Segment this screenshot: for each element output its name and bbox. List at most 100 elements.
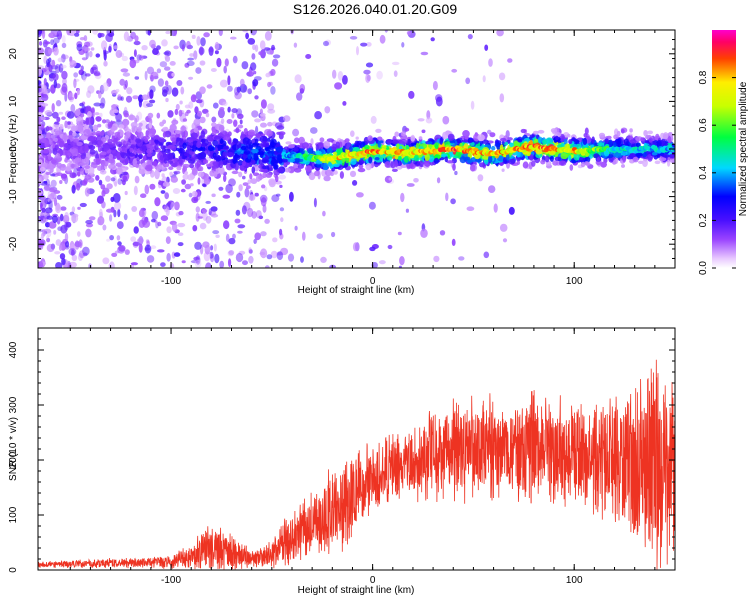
spectrogram-heatmap [38, 30, 675, 268]
heatmap-cell [580, 161, 586, 168]
heatmap-cell [271, 44, 275, 51]
heatmap-cell [608, 139, 613, 147]
heatmap-cell [227, 151, 234, 158]
heatmap-cell [620, 151, 628, 156]
heatmap-cell [189, 163, 195, 169]
heatmap-cell [358, 159, 365, 166]
heatmap-cell [335, 141, 340, 149]
heatmap-cell [446, 160, 455, 164]
heatmap-cell [227, 75, 231, 86]
heatmap-cell [225, 233, 230, 242]
heatmap-cell [150, 245, 157, 250]
heatmap-cell [213, 171, 218, 178]
heatmap-cell [444, 141, 451, 145]
heatmap-cell [439, 137, 443, 145]
heatmap-cell [308, 172, 316, 181]
heatmap-cell [294, 74, 302, 84]
heatmap-cell [99, 33, 105, 38]
heatmap-cell [170, 134, 177, 142]
heatmap-cell [114, 181, 118, 187]
heatmap-cell [213, 243, 217, 252]
heatmap-cell [254, 44, 259, 52]
heatmap-cell [51, 103, 55, 113]
heatmap-cell [100, 151, 107, 156]
heatmap-cell [647, 130, 653, 135]
heatmap-cell [220, 118, 225, 124]
heatmap-cell [82, 75, 87, 82]
x-tick-label: 100 [566, 276, 583, 287]
heatmap-cell [129, 147, 134, 153]
heatmap-cell [366, 42, 372, 47]
heatmap-cell [163, 51, 170, 55]
heatmap-cell [267, 103, 275, 111]
heatmap-cell [293, 137, 300, 144]
heatmap-cell [218, 161, 224, 169]
heatmap-cell [38, 80, 42, 85]
heatmap-cell [84, 145, 89, 153]
heatmap-cell [388, 177, 392, 181]
heatmap-cell [169, 171, 173, 177]
heatmap-cell [102, 224, 107, 231]
heatmap-cell [79, 162, 87, 166]
heatmap-cell [98, 208, 103, 217]
heatmap-cell [194, 162, 200, 169]
heatmap-cell [108, 153, 114, 160]
heatmap-cell [315, 150, 322, 155]
heatmap-cell [250, 62, 257, 71]
heatmap-cell [516, 160, 520, 165]
heatmap-cell [255, 210, 262, 219]
heatmap-cell [162, 162, 170, 168]
heatmap-cell [211, 165, 219, 169]
heatmap-cell [184, 171, 188, 175]
snr-panel: -100 0 100 0 100 200 300 400 Height of straight… [8, 327, 676, 596]
heatmap-cell [222, 194, 231, 199]
heatmap-cell [629, 128, 633, 133]
heatmap-cell [377, 140, 381, 148]
heatmap-cell [206, 84, 213, 89]
heatmap-cell [251, 53, 256, 60]
heatmap-cell [180, 86, 185, 95]
heatmap-cell [279, 207, 285, 212]
heatmap-cell [156, 68, 162, 74]
heatmap-cell [459, 156, 467, 164]
heatmap-cell [108, 163, 116, 170]
heatmap-cell [218, 30, 223, 37]
heatmap-cell [88, 166, 95, 175]
heatmap-cell [117, 178, 123, 185]
heatmap-cell [148, 122, 153, 129]
heatmap-cell [397, 231, 402, 236]
heatmap-cell [205, 112, 210, 118]
heatmap-cell [54, 251, 61, 255]
heatmap-cell [591, 136, 595, 144]
heatmap-cell [100, 97, 106, 107]
heatmap-cell [237, 230, 243, 234]
heatmap-cell [491, 145, 496, 151]
heatmap-cell [208, 46, 214, 56]
heatmap-cell [248, 247, 252, 254]
heatmap-cell [182, 166, 186, 175]
heatmap-cell [393, 70, 398, 77]
heatmap-cell [174, 108, 179, 116]
heatmap-cell [176, 165, 182, 171]
heatmap-cell [113, 193, 121, 203]
heatmap-cell [231, 108, 238, 114]
heatmap-cell [117, 208, 121, 218]
heatmap-cell [259, 251, 266, 256]
heatmap-cell [55, 203, 62, 214]
heatmap-cell [217, 108, 225, 119]
heatmap-cell [162, 131, 167, 138]
heatmap-cell [138, 209, 145, 218]
heatmap-cell [264, 31, 272, 41]
heatmap-cell [413, 155, 419, 162]
heatmap-cell [470, 141, 475, 146]
heatmap-cell [105, 175, 111, 182]
heatmap-cell [59, 180, 63, 184]
heatmap-cell [202, 108, 209, 114]
heatmap-cell [573, 152, 580, 161]
heatmap-cell [643, 130, 648, 137]
heatmap-cell [188, 192, 193, 198]
heatmap-cell [40, 94, 49, 102]
heatmap-cell [654, 160, 661, 165]
heatmap-cell [80, 113, 85, 118]
